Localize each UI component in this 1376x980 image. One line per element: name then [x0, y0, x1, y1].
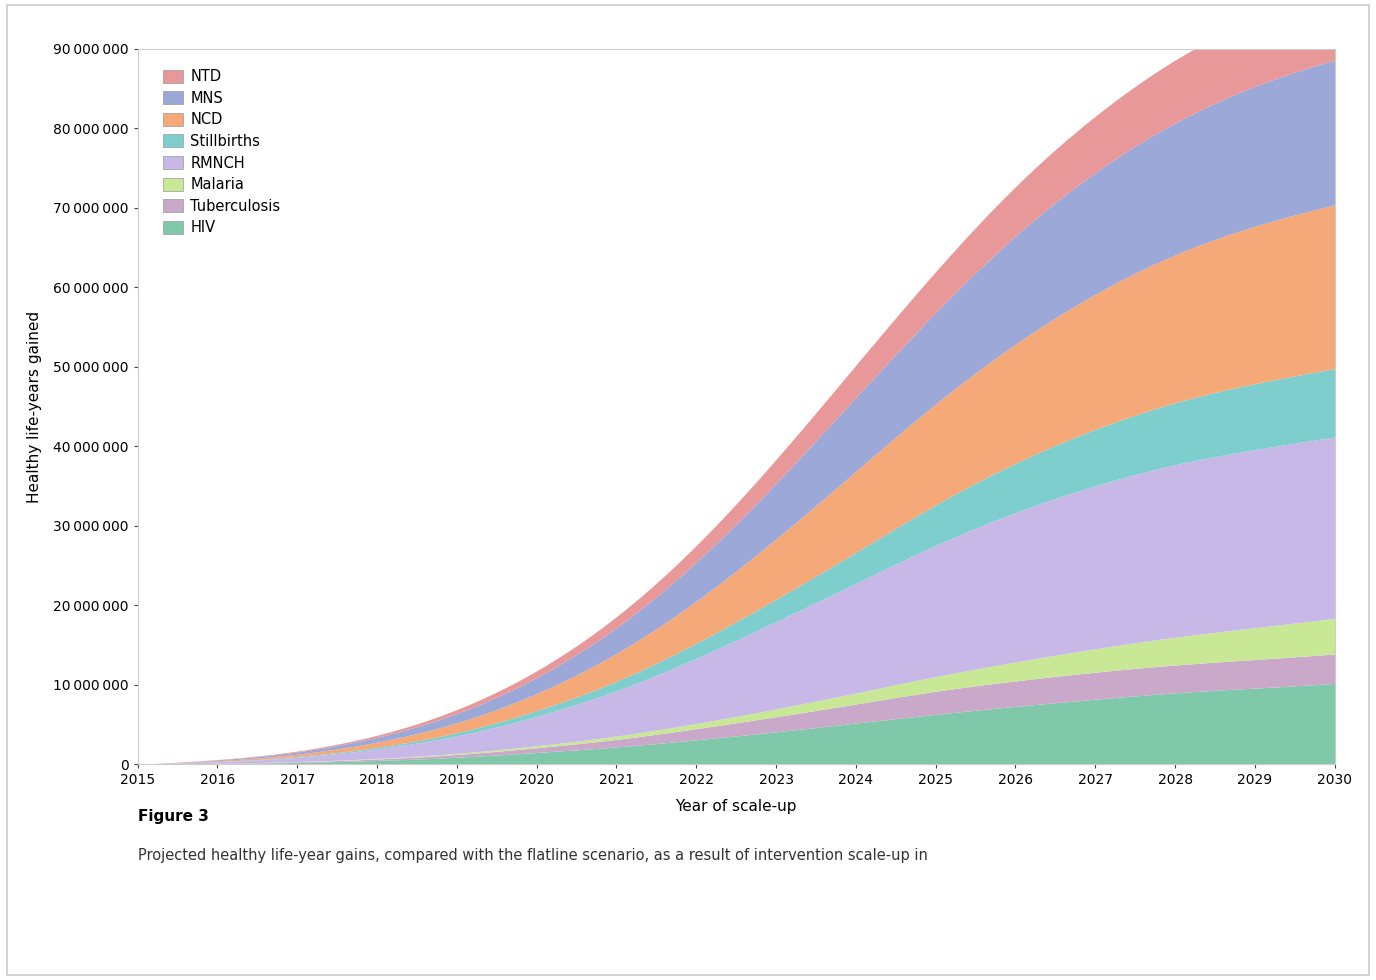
X-axis label: Year of scale-up: Year of scale-up	[676, 799, 797, 813]
Y-axis label: Healthy life-years gained: Healthy life-years gained	[28, 311, 41, 503]
Text: Projected healthy life-year gains, compared with the flatline scenario, as a res: Projected healthy life-year gains, compa…	[138, 848, 927, 862]
Text: Figure 3: Figure 3	[138, 808, 209, 823]
Legend: NTD, MNS, NCD, Stillbirths, RMNCH, Malaria, Tuberculosis, HIV: NTD, MNS, NCD, Stillbirths, RMNCH, Malar…	[157, 64, 286, 241]
